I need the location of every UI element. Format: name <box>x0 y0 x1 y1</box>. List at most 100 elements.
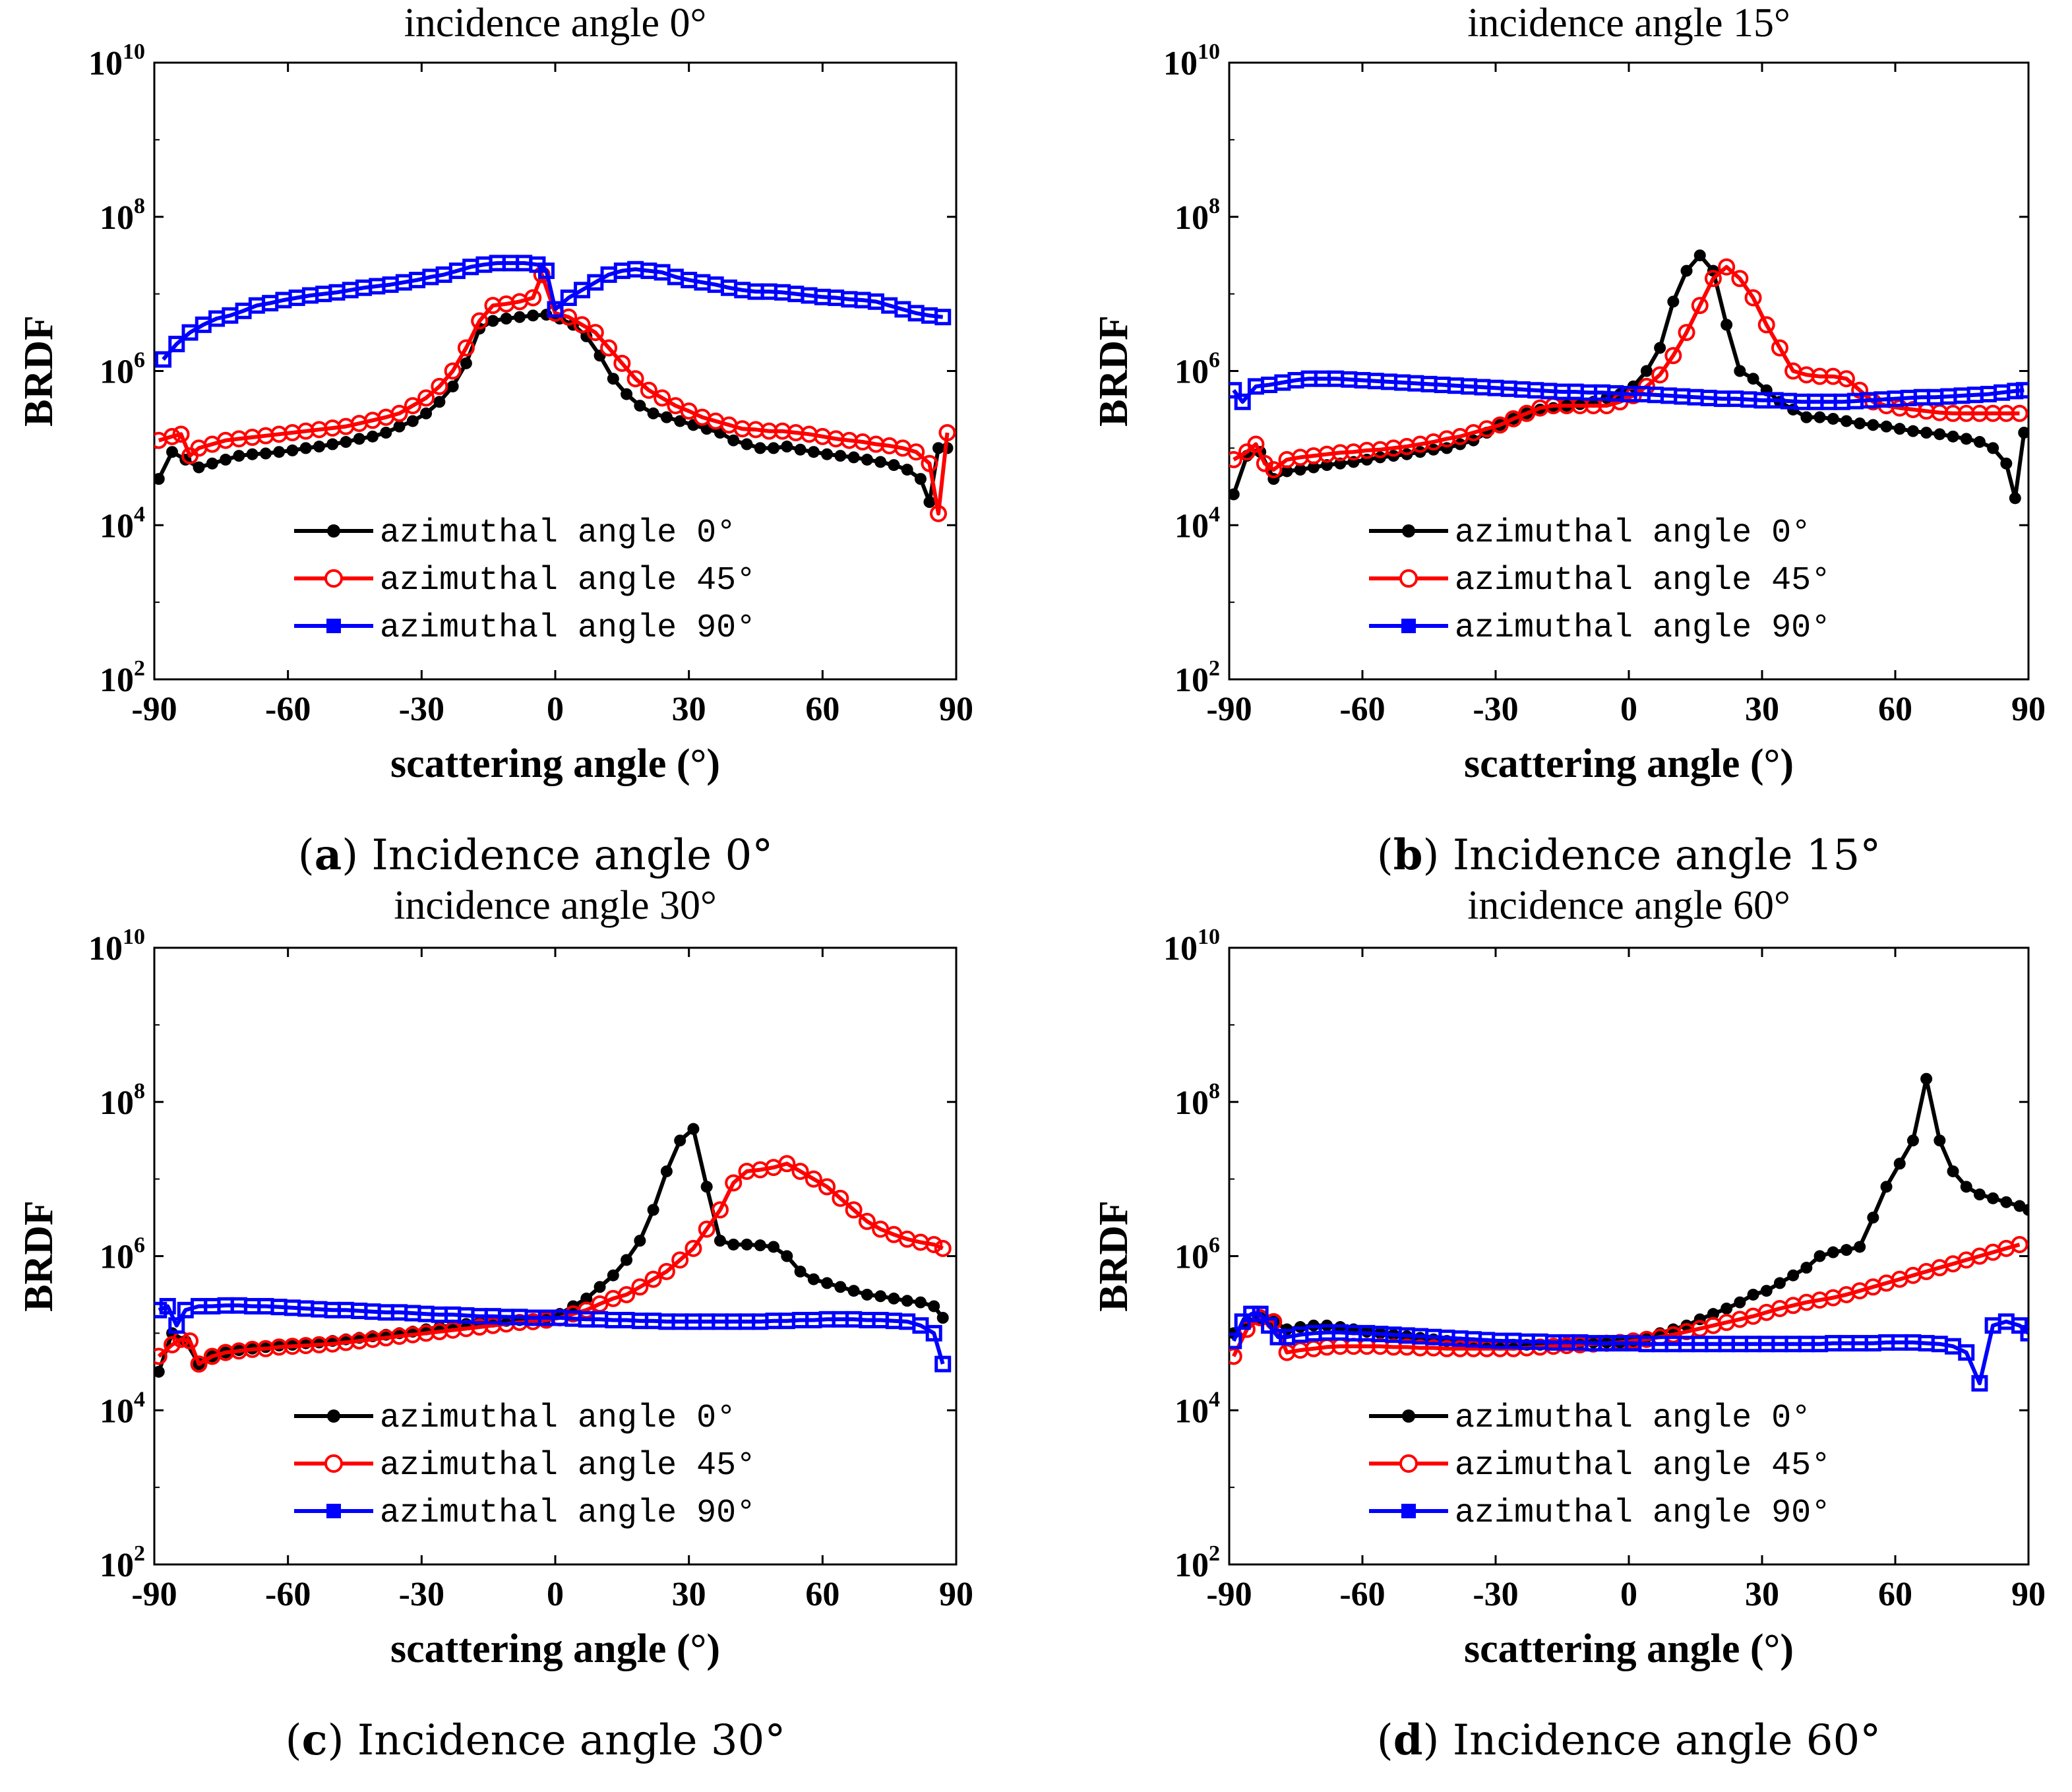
y-tick-label: 106 <box>100 1233 145 1276</box>
y-tick-label: 106 <box>100 348 145 391</box>
data-point <box>644 1270 662 1288</box>
data-point <box>433 396 446 408</box>
data-point <box>936 1312 949 1324</box>
y-tick-label: 1010 <box>88 40 145 82</box>
legend: azimuthal angle 0° azimuthal angle 45° azi… <box>294 514 756 647</box>
data-point <box>417 389 435 407</box>
data-point <box>1840 415 1852 427</box>
data-point <box>861 453 873 466</box>
data-point <box>934 309 952 326</box>
data-point <box>1243 1305 1260 1322</box>
legend: azimuthal angle 0° azimuthal angle 45° azi… <box>1369 1400 1831 1532</box>
data-point <box>618 1285 636 1303</box>
data-point <box>794 1265 807 1278</box>
data-point <box>168 336 185 353</box>
x-tick-label: -60 <box>1339 1576 1385 1613</box>
data-point <box>1654 342 1666 354</box>
data-point <box>640 381 657 399</box>
data-point <box>1691 297 1709 315</box>
legend-marker <box>1402 1409 1415 1423</box>
y-tick-label: 108 <box>100 1079 145 1122</box>
legend-marker <box>327 524 340 538</box>
data-point <box>634 1235 646 1247</box>
data-point <box>741 438 753 450</box>
data-point <box>1294 464 1306 476</box>
data-point <box>193 461 205 474</box>
data-point <box>1491 416 1509 434</box>
data-point <box>1680 264 1693 277</box>
data-point <box>634 400 646 412</box>
data-point <box>406 415 419 427</box>
data-point <box>647 407 659 419</box>
data-point <box>2000 1196 2013 1208</box>
data-point <box>781 1250 793 1262</box>
data-point <box>768 442 780 454</box>
x-tick-label: -60 <box>1339 691 1385 728</box>
series-dot <box>154 1123 949 1378</box>
y-tick-label: 1010 <box>1163 925 1220 968</box>
data-point <box>1854 1241 1866 1253</box>
data-point <box>1920 1072 1933 1085</box>
series-square <box>1229 370 2028 410</box>
data-point <box>259 447 272 460</box>
data-point <box>741 1238 753 1251</box>
data-point <box>246 448 259 460</box>
data-point <box>573 316 591 334</box>
data-point <box>1787 1269 1800 1282</box>
data-point <box>1760 1285 1773 1297</box>
data-point <box>928 1300 940 1313</box>
data-point <box>1731 270 1749 288</box>
y-tick-label: 102 <box>100 656 145 699</box>
data-point <box>934 1239 952 1257</box>
data-point <box>1773 1277 1786 1289</box>
legend-entry-label: azimuthal angle 0° <box>380 1400 736 1437</box>
data-point <box>821 448 834 460</box>
data-point <box>404 397 421 415</box>
data-point <box>847 1285 860 1297</box>
data-point <box>1281 465 1293 478</box>
data-point <box>166 446 179 458</box>
data-point <box>1867 1212 1879 1224</box>
data-point <box>674 1134 686 1147</box>
data-point <box>1707 1308 1719 1320</box>
data-point <box>727 434 740 447</box>
data-point <box>220 453 232 466</box>
data-point <box>1973 1189 1986 1200</box>
data-point <box>1721 319 1733 331</box>
data-point <box>1247 435 1265 453</box>
y-tick-label: 106 <box>1174 1233 1220 1276</box>
series-line <box>157 1161 944 1367</box>
legend-marker <box>1401 1504 1416 1518</box>
data-point <box>1987 1192 1999 1204</box>
data-point <box>834 1281 847 1293</box>
data-point <box>1947 430 1959 443</box>
data-point <box>805 1170 822 1188</box>
data-point <box>932 442 944 454</box>
data-point <box>1893 423 1906 435</box>
data-point <box>1958 1344 1975 1361</box>
data-point <box>1693 249 1706 262</box>
data-point <box>2013 1200 2026 1212</box>
data-point <box>580 1292 593 1305</box>
data-point <box>914 473 927 485</box>
data-point <box>1747 1288 1759 1301</box>
data-point <box>431 377 448 395</box>
series-circle <box>154 266 956 522</box>
data-point <box>1851 381 1869 399</box>
x-tick-label: -30 <box>399 691 444 728</box>
data-point <box>299 442 312 454</box>
x-tick-label: 0 <box>1620 691 1637 728</box>
x-tick-label: 0 <box>547 691 564 728</box>
data-point <box>1229 488 1240 501</box>
data-point <box>1252 1305 1269 1322</box>
data-point <box>1867 419 1879 431</box>
data-point <box>1229 1332 1242 1349</box>
x-tick-label: 90 <box>2011 1576 2046 1613</box>
chart-title: incidence angle 60° <box>1467 883 1790 928</box>
data-point <box>168 1317 185 1334</box>
legend-entry-label: azimuthal angle 45° <box>1455 1447 1831 1485</box>
series-line <box>162 261 944 361</box>
data-point <box>1837 370 1855 388</box>
data-point <box>513 311 526 323</box>
legend-entry-label: azimuthal angle 0° <box>380 514 736 552</box>
